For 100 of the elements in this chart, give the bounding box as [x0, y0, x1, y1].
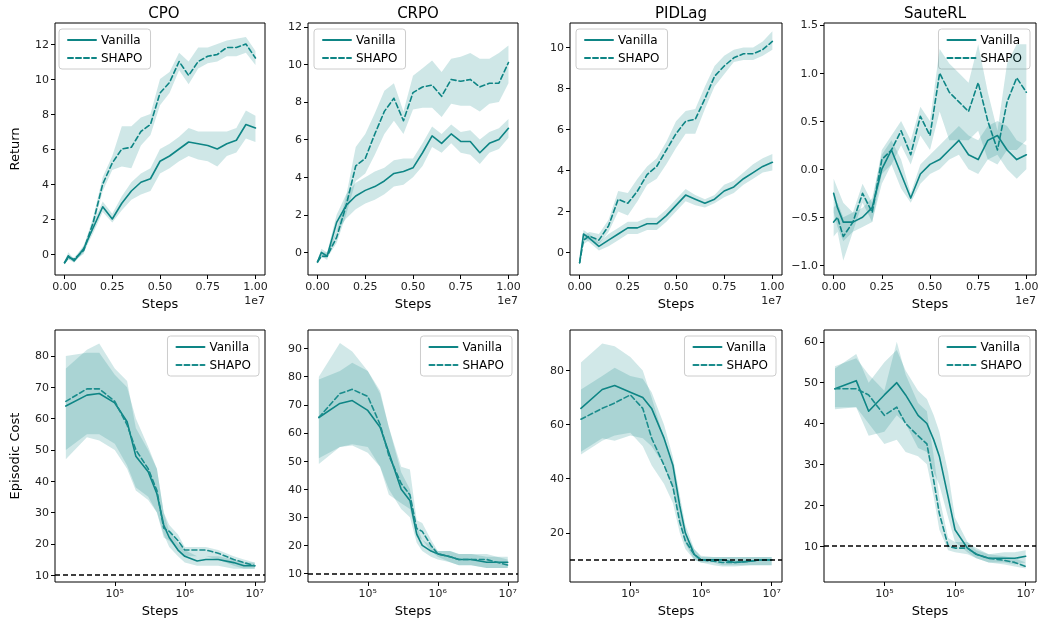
y-tick-label: 80 — [35, 349, 49, 363]
y-tick-label: 80 — [550, 364, 564, 378]
x-tick-label: 10⁷ — [1016, 587, 1035, 600]
text: 1e7 — [761, 294, 782, 307]
legend-label: SHAPO — [980, 51, 1022, 65]
y-tick-label: 0.0 — [800, 162, 818, 176]
y-tick-label: 8 — [557, 82, 564, 96]
x-tick-label: 0.50 — [147, 280, 173, 293]
y-tick-label: 40 — [550, 472, 564, 486]
y-tick-label: 1.0 — [800, 66, 818, 80]
x-tick-label: 10⁵ — [875, 587, 894, 600]
y-tick-label: −0.5 — [791, 210, 818, 224]
legend-label: Vanilla — [101, 33, 141, 47]
x-tick-label: 0.00 — [567, 280, 592, 293]
y-tick-label: 30 — [288, 510, 302, 524]
x-tick-label: 0.75 — [195, 280, 220, 293]
y-tick-label: 6 — [42, 142, 49, 156]
x-tick-label: 10⁵ — [105, 587, 124, 600]
legend-label: Vanilla — [980, 340, 1021, 354]
x-tick-label: 10⁶ — [175, 587, 195, 600]
chart-title: CRPO — [397, 3, 439, 22]
y-tick-label: 2 — [42, 212, 49, 226]
y-tick-label: 20 — [804, 498, 818, 512]
x-tick-label: 10⁵ — [358, 587, 377, 600]
legend-label: Vanilla — [618, 33, 658, 47]
legend-label: SHAPO — [209, 358, 251, 372]
y-tick-label: −1.0 — [791, 258, 818, 272]
y-tick-label: 40 — [288, 482, 302, 496]
x-tick-label: 0.25 — [869, 280, 895, 293]
legend-label: SHAPO — [356, 51, 398, 65]
y-tick-label: 0 — [42, 247, 49, 261]
x-axis-title: Steps — [141, 603, 179, 618]
x-tick-label: 1.00 — [243, 280, 268, 293]
y-tick-label: 12 — [288, 20, 302, 34]
x-tick-label: 10⁵ — [621, 587, 640, 600]
y-tick-label: 8 — [42, 107, 49, 121]
y-tick-label: 10 — [804, 539, 818, 553]
y-axis-title: Episodic Cost — [7, 412, 22, 500]
x-tick-label: 1.00 — [496, 280, 521, 293]
chart-title: PIDLag — [654, 3, 708, 22]
x-axis-title: Steps — [394, 296, 432, 311]
y-tick-label: 90 — [288, 342, 302, 356]
y-tick-label: 30 — [35, 506, 49, 519]
y-tick-label: 10 — [550, 41, 564, 55]
x-axis-title: Steps — [911, 603, 949, 618]
x-tick-label: 0.75 — [965, 280, 991, 293]
x-axis-title: Steps — [394, 603, 432, 618]
legend-label: SHAPO — [618, 51, 660, 65]
legend-label: SHAPO — [980, 358, 1022, 372]
x-tick-label: 10⁷ — [498, 587, 517, 600]
legend-label: Vanilla — [356, 33, 396, 47]
legend-label: SHAPO — [726, 358, 768, 372]
x-axis-title: Steps — [911, 296, 949, 311]
y-tick-label: 40 — [804, 417, 818, 431]
x-tick-label: 0.25 — [615, 280, 641, 293]
legend-label: SHAPO — [101, 51, 143, 65]
x-tick-label: 0.50 — [917, 280, 943, 293]
x-tick-label: 0.75 — [711, 280, 737, 293]
y-tick-label: 20 — [550, 526, 564, 540]
y-tick-label: 30 — [804, 457, 818, 471]
y-tick-label: 20 — [35, 537, 49, 551]
y-tick-label: 0.5 — [800, 114, 818, 128]
y-tick-label: 80 — [288, 370, 302, 384]
x-tick-label: 0.25 — [100, 280, 125, 293]
text: 1e7 — [1015, 294, 1036, 307]
legend-label: Vanilla — [726, 340, 767, 354]
x-tick-label: 10⁶ — [428, 587, 448, 600]
x-tick-label: 1.00 — [1014, 280, 1039, 293]
y-tick-label: 60 — [804, 335, 818, 349]
chart-title: SauteRL — [903, 3, 967, 22]
text: 1e7 — [497, 294, 518, 307]
x-tick-label: 10⁶ — [945, 587, 965, 600]
y-axis-title: Return — [7, 127, 22, 171]
y-tick-label: 2 — [295, 208, 302, 222]
y-tick-label: 10 — [288, 567, 302, 581]
y-tick-label: 60 — [35, 412, 49, 426]
text: 1e7 — [244, 294, 265, 307]
x-tick-label: 10⁶ — [691, 587, 711, 600]
y-tick-label: 4 — [557, 164, 564, 178]
x-axis-title: Steps — [141, 296, 179, 311]
y-tick-label: 50 — [35, 443, 49, 457]
x-axis-title: Steps — [657, 603, 695, 618]
y-tick-label: 70 — [288, 398, 302, 412]
x-tick-label: 0.75 — [448, 280, 473, 293]
legend-label: Vanilla — [209, 340, 250, 354]
x-axis-title: Steps — [657, 296, 695, 311]
x-tick-label: 1.00 — [760, 280, 785, 293]
x-tick-label: 0.00 — [52, 280, 77, 293]
y-tick-label: 6 — [557, 123, 564, 137]
y-tick-label: 6 — [295, 133, 302, 147]
chart-title: CPO — [148, 3, 180, 22]
legend-label: Vanilla — [462, 340, 503, 354]
y-tick-label: 1.5 — [800, 18, 818, 32]
y-tick-label: 10 — [288, 57, 302, 71]
x-tick-label: 0.50 — [400, 280, 426, 293]
y-tick-label: 0 — [295, 245, 302, 259]
y-tick-label: 10 — [35, 568, 49, 582]
x-tick-label: 10⁷ — [245, 587, 264, 600]
y-tick-label: 8 — [295, 95, 302, 109]
y-tick-label: 50 — [288, 454, 302, 468]
